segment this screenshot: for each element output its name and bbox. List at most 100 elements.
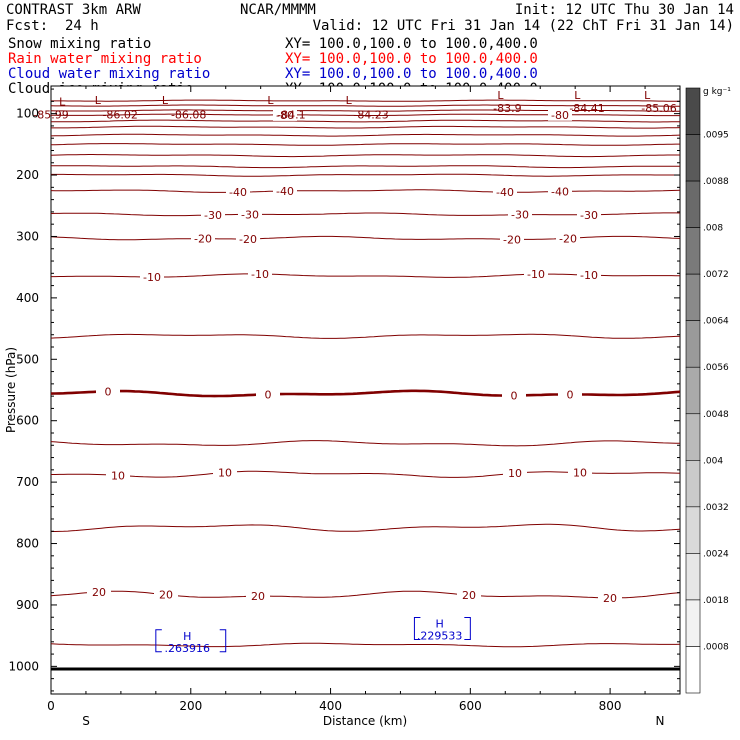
- contour-label-bg: [140, 271, 164, 284]
- contour-label-bg: [508, 208, 532, 221]
- y-tick-label: 500: [16, 352, 39, 366]
- contour-line: [51, 119, 681, 123]
- contour-line: [50, 104, 680, 107]
- colorbar-level: .0072: [703, 270, 729, 280]
- contour-label-bg: [457, 589, 481, 602]
- y-tick-label: 900: [16, 598, 39, 612]
- cloud-water-contour: [219, 629, 227, 653]
- low-marker: L: [59, 95, 66, 108]
- x-tick-label: 400: [319, 699, 342, 713]
- field-name: Snow mixing ratio: [8, 36, 151, 52]
- contour-label: -80: [551, 109, 569, 122]
- contour-label-bg: [493, 186, 517, 199]
- contour-label: -10: [251, 268, 269, 281]
- contour-label: -20: [503, 233, 521, 246]
- contour-label-bg: [598, 591, 622, 604]
- x-end-left: S: [82, 714, 90, 728]
- contour-line--40: [50, 189, 681, 193]
- extrema-markers: L L L L L L L L-85.99 -86.02 -86.08 -84.1 -84.23 -83…: [33, 89, 677, 655]
- contour-label: 0: [567, 388, 574, 401]
- colorbar-swatch: [685, 273, 701, 321]
- contour-line--30: [50, 212, 681, 217]
- colorbar-swatch: [685, 366, 701, 415]
- cloud-water-high-marker: H: [435, 618, 443, 631]
- x-tick-label: 200: [179, 699, 202, 713]
- contour-label: -10: [580, 269, 598, 282]
- contour-label-bg: [577, 208, 601, 221]
- y-tick-label: 400: [16, 291, 39, 305]
- contour-label: -10: [527, 268, 545, 281]
- fcst-label: Fcst:: [6, 18, 48, 34]
- contour-line--80: [51, 113, 680, 117]
- contour-line: [50, 440, 681, 447]
- field-name: Rain water mixing ratio: [8, 51, 202, 67]
- y-tick-label: 800: [16, 537, 39, 551]
- low-value: -84.23: [353, 108, 388, 121]
- contour-label: 10: [111, 469, 125, 482]
- y-tick-label: 100: [16, 107, 39, 121]
- cloud-water-contour: [464, 617, 471, 641]
- contour-label-bg: [548, 185, 572, 198]
- colorbar-swatch: [685, 87, 701, 135]
- field-xy: XY= 100.0,100.0 to 100.0,400.0: [285, 36, 538, 52]
- contour-label: 0: [105, 385, 112, 398]
- contour-label-bg: [106, 469, 130, 482]
- colorbar-swatch: [685, 553, 701, 601]
- center-name: NCAR/MMMM: [240, 2, 316, 18]
- colorbar-swatch: [685, 413, 701, 461]
- field-name: Cloud water mixing ratio: [8, 66, 210, 82]
- colorbar-level: .0008: [703, 642, 729, 652]
- contour-label-bg: [226, 186, 250, 199]
- colorbar-swatch: [685, 134, 701, 182]
- x-end-right: N: [656, 714, 665, 728]
- contour-label-bg: [256, 388, 280, 401]
- contour-label-bg: [248, 267, 272, 280]
- low-marker: L: [162, 94, 169, 107]
- colorbar-swatch: [685, 320, 701, 368]
- contour-label: 20: [462, 589, 476, 602]
- colorbar-unit: g kg⁻¹: [703, 87, 731, 97]
- low-marker: L: [497, 89, 504, 102]
- contour-label: -10: [143, 271, 161, 284]
- low-value: -85.06: [641, 102, 676, 115]
- low-marker: L: [574, 89, 581, 102]
- contour-line: [51, 125, 681, 129]
- colorbar-level: .0088: [703, 177, 729, 187]
- contour-label: 20: [92, 586, 106, 599]
- colorbar-level: .0048: [703, 410, 729, 420]
- contour-label: -40: [551, 185, 569, 198]
- low-marker: L: [644, 89, 651, 102]
- contour-label: 20: [159, 589, 173, 602]
- colorbar-level: .004: [703, 456, 723, 466]
- x-axis-label: Distance (km): [323, 714, 407, 728]
- field-xy: XY= 100.0,100.0 to 100.0,400.0: [285, 66, 538, 82]
- low-value: -86.02: [102, 108, 137, 121]
- contour-label: -30: [511, 209, 529, 222]
- contour-label-bg: [246, 590, 270, 603]
- cloud-water-high-value: .263916: [165, 642, 211, 655]
- contour-label-bg: [273, 184, 297, 197]
- contour-label-bg: [191, 232, 215, 245]
- x-tick-label: 800: [599, 699, 622, 713]
- contour-label: 10: [508, 467, 522, 480]
- contour-label: 10: [218, 466, 232, 479]
- contour-label-bg: [577, 269, 601, 282]
- contour-label-bg: [500, 233, 524, 246]
- colorbar-level: .0056: [703, 363, 729, 373]
- y-axis-label: Pressure (hPa): [4, 347, 18, 433]
- y-tick-label: 600: [16, 414, 39, 428]
- contour-line: [50, 154, 680, 158]
- x-tick-label: 600: [459, 699, 482, 713]
- contour-label-bg: [556, 232, 580, 245]
- colorbar-level: .0064: [703, 317, 729, 327]
- cloud-water-high-marker: H: [183, 630, 191, 643]
- colorbar-swatch: [685, 180, 701, 228]
- contour-label: -40: [229, 186, 247, 199]
- contour-label: 20: [603, 592, 617, 605]
- contour-line: [50, 109, 680, 112]
- contour-label-bg: [236, 232, 260, 245]
- contour-label: -30: [241, 208, 259, 221]
- contour-label-bg: [273, 108, 297, 121]
